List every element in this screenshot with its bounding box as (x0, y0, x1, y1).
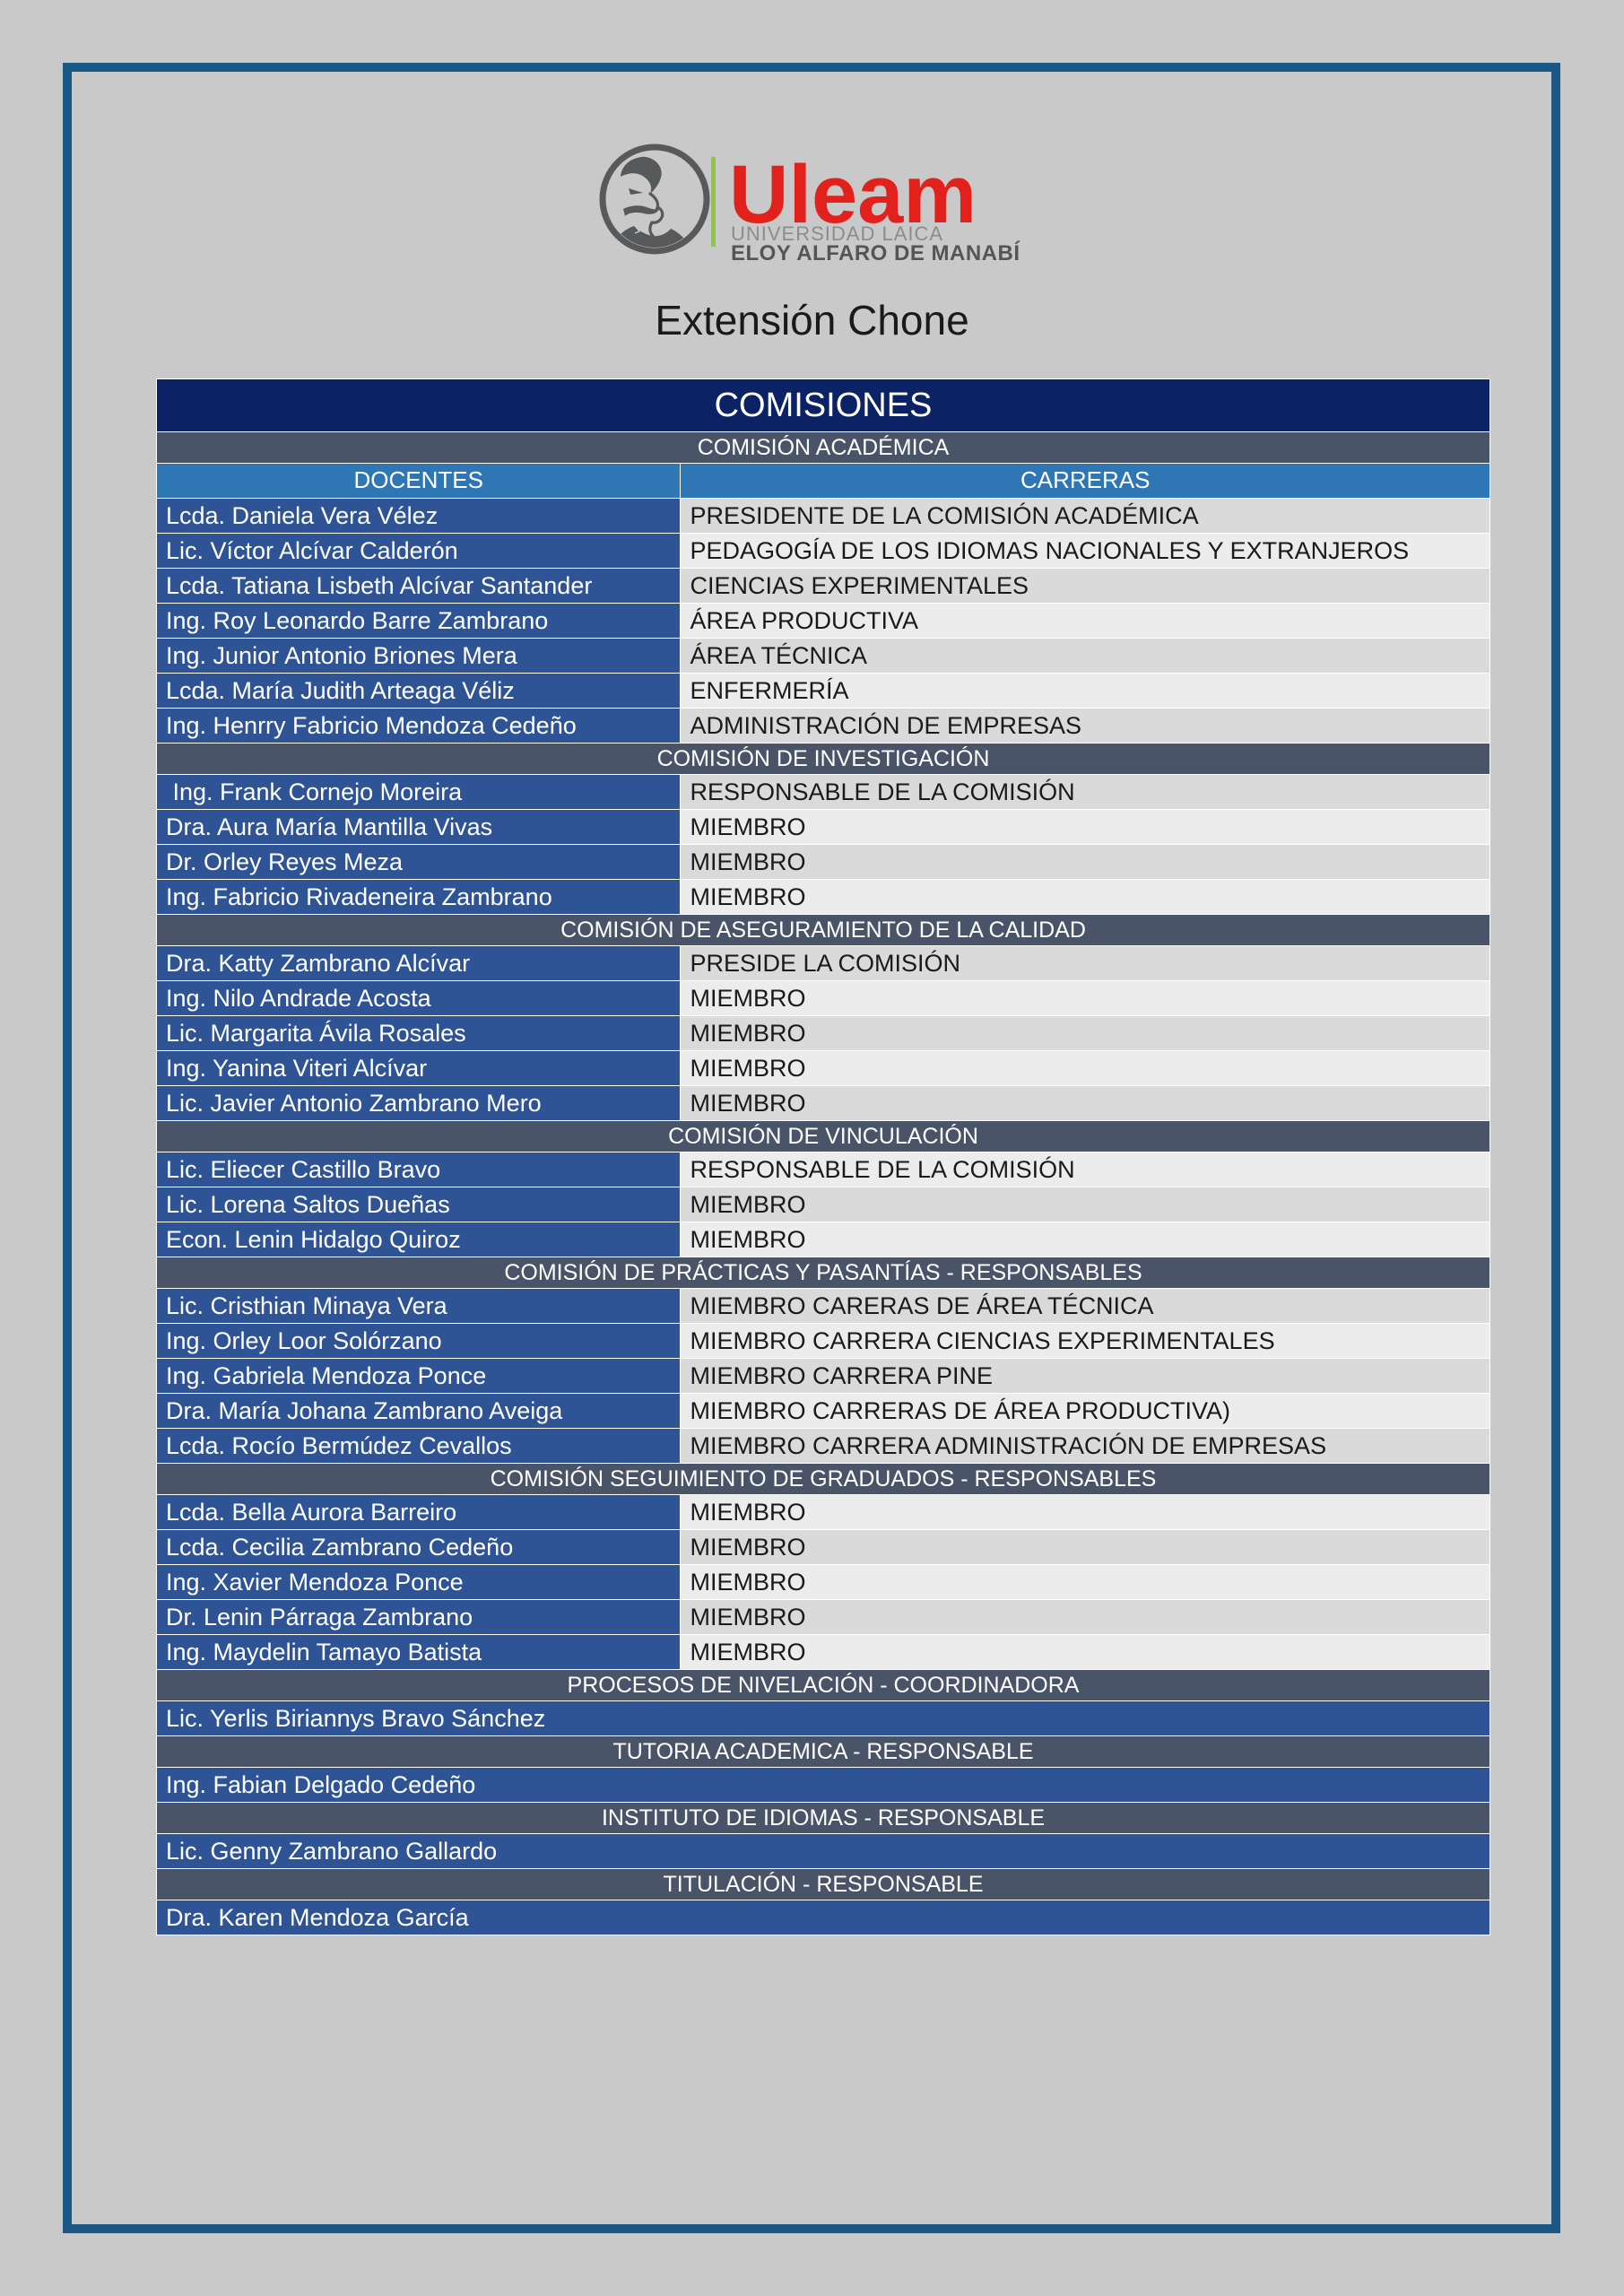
svg-text:ELOY ALFARO DE MANABÍ: ELOY ALFARO DE MANABÍ (731, 240, 1020, 265)
